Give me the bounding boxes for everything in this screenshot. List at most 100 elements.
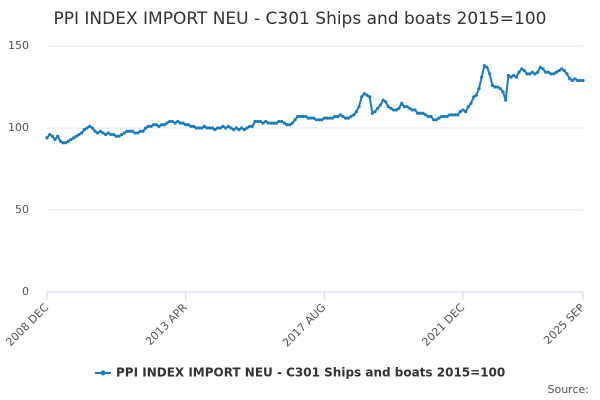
point bbox=[213, 128, 217, 132]
point bbox=[136, 131, 140, 135]
point bbox=[146, 124, 150, 128]
point bbox=[106, 131, 110, 135]
point bbox=[234, 126, 238, 130]
point bbox=[237, 128, 241, 132]
point bbox=[421, 111, 425, 115]
point bbox=[418, 111, 422, 115]
point bbox=[376, 106, 380, 110]
point bbox=[85, 126, 89, 130]
x-tick-label: 2017 AUG bbox=[280, 301, 329, 350]
point bbox=[560, 67, 564, 71]
point bbox=[573, 77, 577, 81]
point bbox=[320, 118, 324, 122]
point bbox=[338, 113, 342, 117]
point bbox=[354, 110, 358, 114]
point bbox=[104, 132, 108, 137]
point bbox=[50, 134, 54, 138]
point bbox=[88, 124, 92, 128]
point bbox=[160, 123, 164, 127]
point bbox=[576, 78, 580, 83]
point bbox=[450, 113, 454, 117]
y-tick-label: 0 bbox=[22, 285, 29, 298]
point bbox=[250, 124, 254, 128]
point bbox=[426, 114, 430, 119]
point bbox=[269, 121, 273, 125]
point bbox=[122, 131, 126, 135]
point bbox=[69, 137, 73, 142]
point bbox=[362, 91, 366, 96]
point bbox=[125, 129, 129, 133]
point bbox=[557, 69, 561, 73]
x-tick-label: 2021 DEC bbox=[419, 301, 467, 349]
point bbox=[448, 113, 452, 117]
point bbox=[309, 116, 313, 120]
point bbox=[66, 139, 70, 143]
point bbox=[330, 116, 334, 120]
point bbox=[61, 141, 65, 145]
point bbox=[290, 121, 294, 125]
point bbox=[245, 126, 249, 130]
point bbox=[93, 129, 97, 133]
x-tick-label: 2025 SEP bbox=[541, 301, 587, 347]
point bbox=[402, 105, 406, 109]
point bbox=[120, 132, 124, 137]
point bbox=[304, 114, 308, 119]
point bbox=[437, 116, 441, 120]
point bbox=[322, 116, 326, 120]
point bbox=[464, 110, 468, 114]
point bbox=[56, 134, 60, 138]
point bbox=[378, 103, 382, 107]
point bbox=[336, 114, 340, 119]
y-tick-label: 50 bbox=[15, 203, 29, 216]
point bbox=[349, 114, 353, 119]
point bbox=[176, 119, 180, 124]
point bbox=[168, 119, 172, 124]
point bbox=[520, 67, 524, 71]
point bbox=[397, 106, 401, 110]
point bbox=[274, 121, 278, 125]
point bbox=[133, 131, 137, 135]
point bbox=[301, 114, 305, 119]
point bbox=[90, 126, 94, 130]
point bbox=[490, 83, 494, 87]
point bbox=[522, 69, 526, 73]
point bbox=[266, 121, 270, 125]
point bbox=[346, 116, 350, 120]
point bbox=[386, 105, 390, 109]
point bbox=[45, 136, 49, 140]
point bbox=[200, 126, 204, 130]
point bbox=[58, 139, 62, 143]
point bbox=[514, 75, 518, 79]
point bbox=[242, 128, 246, 132]
point bbox=[509, 75, 513, 79]
point bbox=[370, 111, 374, 115]
point bbox=[74, 134, 78, 138]
point bbox=[216, 126, 220, 130]
point bbox=[544, 70, 548, 74]
point bbox=[477, 87, 481, 91]
point bbox=[189, 124, 193, 128]
point bbox=[197, 126, 201, 130]
point bbox=[229, 126, 233, 130]
point bbox=[456, 113, 460, 117]
point bbox=[552, 72, 556, 76]
point bbox=[384, 100, 388, 104]
point bbox=[272, 121, 276, 125]
point bbox=[226, 124, 230, 128]
point bbox=[165, 121, 169, 125]
point bbox=[570, 78, 574, 83]
point bbox=[416, 111, 420, 115]
point bbox=[554, 70, 558, 74]
point bbox=[149, 124, 153, 128]
point bbox=[562, 69, 566, 73]
point bbox=[114, 134, 118, 138]
point bbox=[285, 123, 289, 127]
point bbox=[389, 106, 393, 110]
point bbox=[528, 72, 532, 76]
point bbox=[152, 123, 156, 127]
point bbox=[466, 105, 470, 109]
point bbox=[498, 87, 502, 91]
point bbox=[536, 70, 540, 74]
y-tick-label: 150 bbox=[8, 39, 29, 52]
